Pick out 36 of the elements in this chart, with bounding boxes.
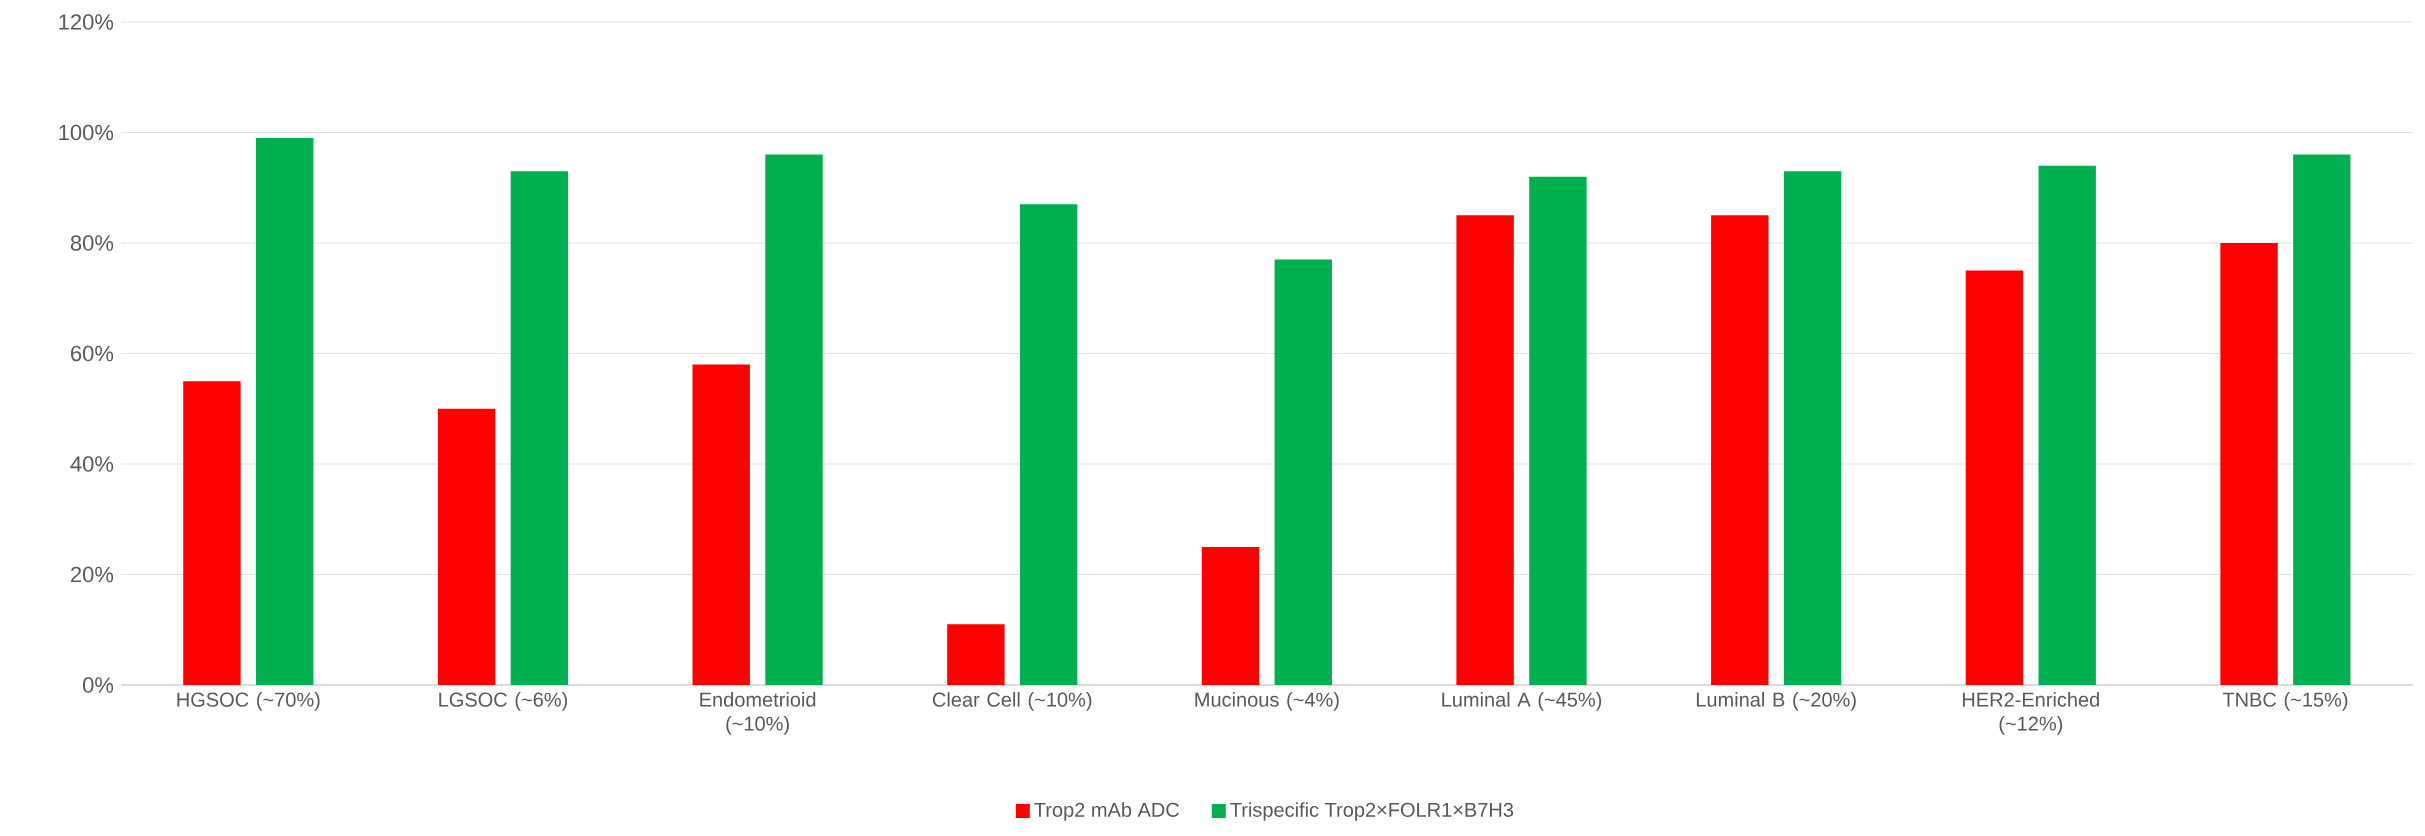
bar (2038, 165, 2096, 685)
x-tick-label: LGSOC (~6%) (439, 692, 568, 711)
y-tick-label: 0% (82, 677, 114, 693)
bar (947, 624, 1005, 685)
y-tick-label: 40% (70, 456, 114, 472)
legend-label: Trispecific Trop2×FOLR1×B7H3 (1230, 802, 1514, 821)
x-tick-label: Endometrioid (~10%) (700, 692, 816, 735)
bar (510, 171, 569, 685)
bar (1711, 215, 1769, 685)
bar (1274, 259, 1332, 685)
x-tick-label: Luminal A (~45%) (1442, 692, 1602, 711)
bar (437, 408, 496, 685)
bar (1019, 204, 1078, 685)
x-tick-label: HER2-Enriched (~12%) (1962, 692, 2099, 735)
bar (1783, 171, 1842, 685)
x-tick-label: Luminal B (~20%) (1696, 692, 1856, 711)
bar (1201, 546, 1260, 685)
bar (765, 154, 823, 685)
bar (256, 138, 314, 685)
legend-label: Trop2 mAb ADC (1034, 802, 1179, 821)
y-tick-label: 60% (71, 345, 114, 362)
bar (2293, 154, 2351, 685)
bar (183, 381, 241, 685)
y-tick-label: 100% (59, 124, 114, 141)
x-tick-label: Mucinous (~4%) (1195, 692, 1339, 711)
x-tick-label: TNBC (~15%) (2222, 692, 2348, 711)
bar (1529, 176, 1587, 685)
x-tick-label: Clear Cell (~10%) (932, 692, 1092, 711)
x-tick-label: HGSOC (~70%) (177, 692, 320, 711)
bar (2220, 243, 2278, 685)
y-tick-label: 120% (59, 14, 114, 30)
bar (1456, 215, 1514, 685)
y-tick-label: 20% (71, 566, 114, 583)
bar (1965, 270, 2024, 685)
bar (692, 364, 750, 685)
y-tick-label: 80% (70, 235, 114, 251)
